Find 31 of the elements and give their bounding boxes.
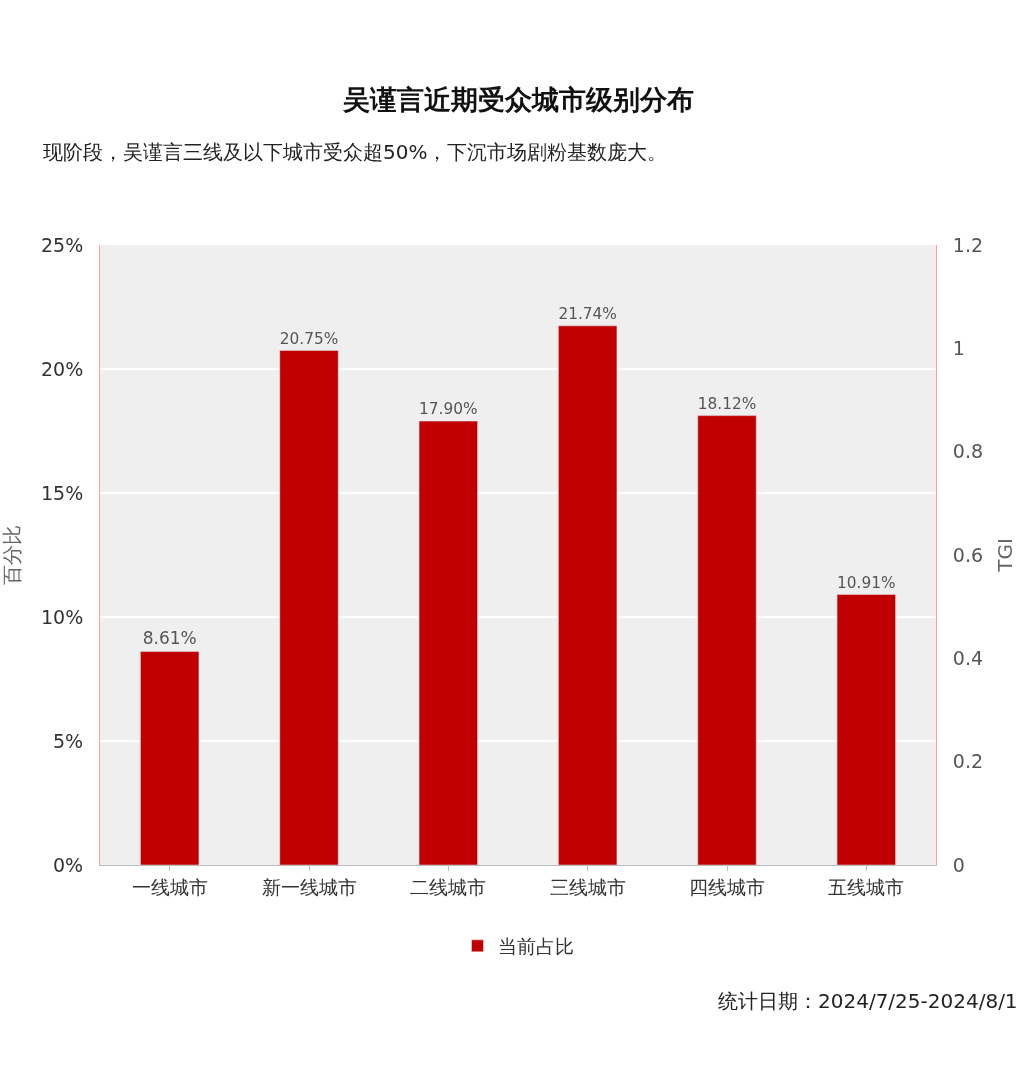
data-label: 20.75% (279, 329, 339, 348)
y-tick-label: 20% (40, 357, 84, 380)
data-label: 8.61% (142, 628, 197, 649)
y2-tick-label: 0.6 (952, 543, 984, 566)
data-label: 21.74% (558, 305, 617, 324)
x-tick-label: 五线城市 (828, 875, 905, 898)
y2-tick-label: 1.2 (952, 233, 984, 256)
data-label: 17.90% (419, 400, 478, 419)
y-tick-label: 5% (53, 729, 84, 752)
x-tick-label: 三线城市 (549, 875, 626, 898)
y2-tick-label: 0 (952, 853, 965, 876)
x-tick-label: 一线城市 (131, 875, 208, 898)
y-tick-label: 25% (40, 233, 84, 256)
data-label: 10.91% (837, 573, 896, 592)
y-tick-label: 15% (40, 481, 84, 504)
legend-label: 当前占比 (497, 935, 574, 958)
x-tick-label: 二线城市 (410, 875, 487, 898)
y2-axis-title: TGI (992, 538, 1017, 573)
x-tick-label: 新一线城市 (261, 875, 357, 898)
y2-tick-label: 1 (952, 336, 965, 359)
y-tick-label: 0% (53, 853, 84, 876)
y-axis-title: 百分比 (0, 525, 25, 585)
y2-tick-label: 0.4 (952, 646, 984, 669)
y2-tick-label: 0.8 (952, 440, 984, 463)
x-tick-label: 四线城市 (689, 875, 765, 898)
chart-title: 吴谨言近期受众城市级别分布 (341, 84, 694, 116)
y-tick-label: 10% (40, 605, 84, 628)
text: 统计日期：2024/7/25-2024/8/1 (718, 989, 1018, 1013)
chart-subtitle: 现阶段，吴谨言三线及以下城市受众超50%，下沉市场剧粉基数庞大。 (43, 140, 668, 164)
data-label: 18.12% (697, 395, 757, 414)
y2-tick-label: 0.2 (952, 750, 984, 773)
